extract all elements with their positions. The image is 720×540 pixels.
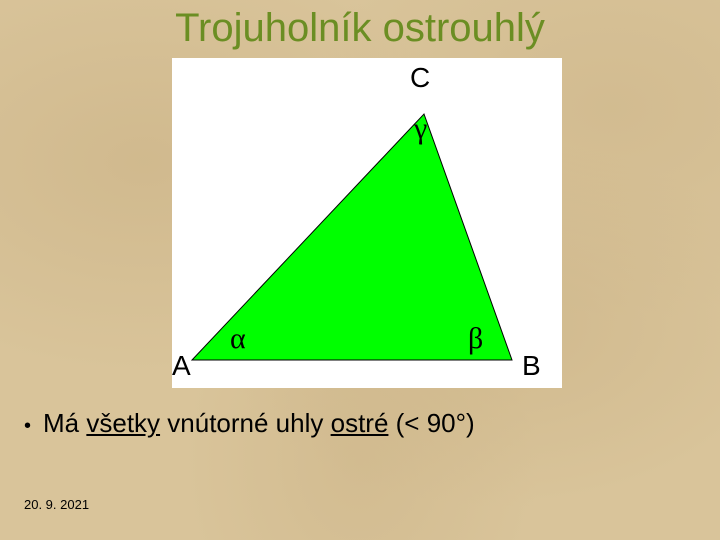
bullet-text: Má všetky vnútorné uhly ostré (< 90°) [43, 408, 475, 439]
bullet-suffix: (< 90°) [388, 408, 474, 438]
footer-date: 20. 9. 2021 [24, 497, 89, 512]
bullet-underline-1: všetky [86, 408, 160, 438]
angle-label-alpha: α [230, 322, 246, 356]
bullet-prefix: Má [43, 408, 86, 438]
angle-label-beta: β [468, 322, 483, 356]
bullet-marker: • [24, 416, 31, 436]
triangle-figure: A B C α β γ [172, 58, 562, 388]
bullet-mid: vnútorné uhly [160, 408, 331, 438]
vertex-label-c: C [410, 62, 430, 94]
page-title: Trojuholník ostrouhlý [0, 0, 720, 51]
angle-label-gamma: γ [414, 112, 427, 146]
vertex-label-b: B [522, 350, 541, 382]
bullet-underline-2: ostré [331, 408, 389, 438]
bullet-line: • Má všetky vnútorné uhly ostré (< 90°) [24, 408, 475, 439]
vertex-label-a: A [172, 350, 191, 382]
